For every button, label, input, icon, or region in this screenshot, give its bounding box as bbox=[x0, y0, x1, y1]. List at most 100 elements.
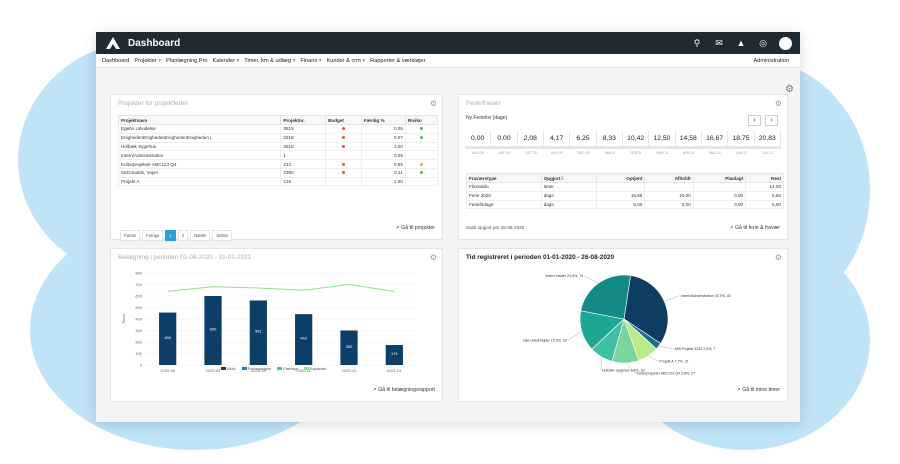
project-number-cell: 3218 bbox=[280, 132, 327, 143]
legend-item[interactable]: Planlagt bbox=[277, 366, 298, 371]
go-to-my-hours-link[interactable]: ↗ Gå til mine timer bbox=[736, 387, 780, 393]
workload-panel: Belægning i perioden 01-08-2020 - 31-01-… bbox=[110, 248, 443, 402]
risk-cell bbox=[404, 124, 439, 134]
budget-cell bbox=[325, 159, 362, 169]
table-row[interactable]: Intern/Administration 1 0,09 bbox=[117, 150, 439, 161]
done-percent-cell: 0,65 bbox=[360, 159, 406, 169]
column-header[interactable]: Færdig % bbox=[360, 115, 406, 125]
column-header[interactable]: Rest bbox=[745, 173, 784, 183]
menu-item[interactable]: Kunder & crm bbox=[327, 58, 366, 64]
x-tick-label: 2020-08 bbox=[160, 368, 175, 373]
go-to-workload-report-link[interactable]: ↗ Gå til belægningsrapport bbox=[372, 387, 435, 393]
leave-panel-title: Ferie/fravær bbox=[466, 100, 501, 107]
budget-status-dot bbox=[341, 171, 345, 175]
column-header[interactable]: Afholdt bbox=[644, 173, 694, 183]
balance-date: FEB 21 bbox=[630, 151, 642, 155]
column-header[interactable]: Budget bbox=[325, 115, 362, 125]
bar-value-label: 174 bbox=[391, 351, 398, 356]
leave-cell: 14,00 bbox=[745, 182, 784, 192]
gear-icon[interactable]: ⚙ bbox=[774, 253, 782, 262]
column-header[interactable]: Projektnr. bbox=[280, 115, 327, 125]
graduation-cap-icon[interactable]: ▲ bbox=[736, 37, 746, 48]
balance-date: JUN 21 bbox=[735, 151, 748, 155]
column-header[interactable]: Planlagt bbox=[692, 173, 747, 183]
balance-date: NOV 20 bbox=[551, 151, 564, 155]
table-row[interactable]: Egebo Udvidelse 3519 0,05 bbox=[117, 124, 439, 134]
balance-date: APR 21 bbox=[682, 151, 695, 155]
leave-cell: 0,00 bbox=[692, 199, 747, 210]
table-row[interactable]: Kulturprojekter ABC123 Q4 213 0,65 bbox=[117, 159, 439, 169]
column-header[interactable]: Opgjort i bbox=[540, 173, 598, 183]
project-number-cell: 215 bbox=[280, 176, 327, 187]
leave-panel: Ferie/fravær ⚙ Ny Ferielov (dage) ‹ › 0,… bbox=[458, 94, 788, 240]
y-tick-label: 500 bbox=[135, 305, 142, 310]
pager-button[interactable]: 1 bbox=[165, 230, 176, 241]
capacity-line bbox=[167, 283, 395, 292]
inbox-icon[interactable]: ✉ bbox=[715, 37, 723, 48]
budget-status-dot bbox=[341, 136, 345, 140]
go-to-projects-link[interactable]: ↗ Gå til projekter bbox=[395, 225, 435, 231]
balance-value: 0,00 bbox=[465, 131, 492, 146]
table-row[interactable]: Projekt A 215 1,00 bbox=[117, 176, 439, 187]
pie-slice-label: Intern fravær 24,5%, 74 bbox=[545, 274, 583, 278]
dashboard-settings-gear-icon[interactable]: ⚙ bbox=[785, 84, 794, 95]
column-header[interactable]: Projektnavn bbox=[117, 115, 282, 125]
leave-footnote: Saldi opgjort per 25-08-2020 bbox=[466, 225, 525, 230]
menu-item[interactable]: Finans bbox=[300, 58, 321, 64]
link-label: Gå til ferie & fravær bbox=[735, 225, 780, 231]
bar-aktiv bbox=[385, 344, 403, 365]
projects-table: Projektnavn Projektnr. Budget Færdig % Risik… bbox=[117, 115, 439, 187]
balance-value: 20,83 bbox=[755, 131, 781, 146]
leave-cell bbox=[692, 182, 747, 192]
leave-cell: 5,00 bbox=[745, 199, 784, 210]
pager-button[interactable]: 2 bbox=[177, 230, 189, 241]
table-row[interactable]: EnighedenEnighedenEnighedenEnigheden j 32… bbox=[117, 132, 439, 143]
pie-slice-label: MW Projekt 3232 2,5%, 7 bbox=[675, 347, 716, 351]
prev-button[interactable]: ‹ bbox=[748, 115, 761, 126]
column-header[interactable]: Fraværstype bbox=[466, 173, 542, 183]
done-percent-cell: 0,05 bbox=[360, 124, 406, 134]
pager-button[interactable]: Første bbox=[120, 230, 141, 241]
x-tick-label: 2020-10 bbox=[251, 368, 266, 373]
menu-item[interactable]: Kalender bbox=[213, 58, 240, 64]
gear-icon[interactable]: ⚙ bbox=[429, 99, 437, 108]
gear-icon[interactable]: ⚙ bbox=[774, 99, 782, 108]
pagination: Første Forrige 1 2 Næste Sidste bbox=[120, 230, 233, 241]
table-row[interactable]: McDonalds, Vejen 2350 0,11 bbox=[117, 167, 439, 178]
legend-item[interactable]: Kapacitet bbox=[303, 366, 326, 371]
search-icon[interactable]: ⚲ bbox=[693, 37, 701, 48]
legend-swatch bbox=[221, 367, 226, 371]
globe-icon[interactable]: ◎ bbox=[759, 37, 767, 48]
pager-button[interactable]: Sidste bbox=[212, 230, 233, 241]
table-row[interactable]: Holbæk Sygehus 3618 1,00 bbox=[117, 141, 439, 152]
budget-cell bbox=[325, 167, 362, 178]
administration-link[interactable]: Administration bbox=[753, 57, 789, 64]
legend-item[interactable]: Aktiv bbox=[221, 366, 236, 371]
menu-item[interactable]: Dashboard bbox=[102, 57, 130, 64]
column-header[interactable]: Risiko bbox=[404, 115, 439, 125]
risk-status-dot bbox=[419, 171, 423, 175]
menu-item[interactable]: Projekter bbox=[134, 58, 161, 64]
menu-item[interactable]: Planlægning Pro bbox=[166, 57, 208, 64]
avatar[interactable] bbox=[779, 36, 792, 50]
pager-button[interactable]: Næste bbox=[190, 230, 211, 241]
menu-item[interactable]: Rapporter & værktøjer bbox=[370, 57, 426, 64]
budget-status-dot bbox=[341, 144, 345, 148]
table-row: Ferie 2020 dage 16,66 10,00 0,00 6,66 bbox=[466, 190, 784, 201]
page-title: Dashboard bbox=[128, 37, 181, 49]
budget-status-dot bbox=[341, 127, 345, 131]
leave-cell: dage bbox=[540, 190, 598, 201]
app-logo-icon[interactable] bbox=[104, 35, 122, 51]
column-header[interactable]: Optjent bbox=[596, 173, 646, 183]
balance-date: JAN 21 bbox=[604, 151, 616, 155]
leave-cell: dage bbox=[540, 199, 598, 210]
next-button[interactable]: › bbox=[765, 115, 778, 126]
gear-icon[interactable]: ⚙ bbox=[429, 253, 437, 262]
go-to-leave-link[interactable]: ↗ Gå til ferie & fravær bbox=[729, 225, 780, 231]
workload-panel-title: Belægning i perioden 01-08-2020 - 31-01-… bbox=[118, 254, 252, 261]
menu-item[interactable]: Timer, km & udlæg bbox=[244, 58, 295, 64]
pager-button[interactable]: Forrige bbox=[142, 230, 164, 241]
budget-cell bbox=[325, 150, 362, 161]
risk-cell bbox=[404, 132, 439, 143]
legend-item[interactable]: Forespørgsel bbox=[241, 366, 271, 371]
